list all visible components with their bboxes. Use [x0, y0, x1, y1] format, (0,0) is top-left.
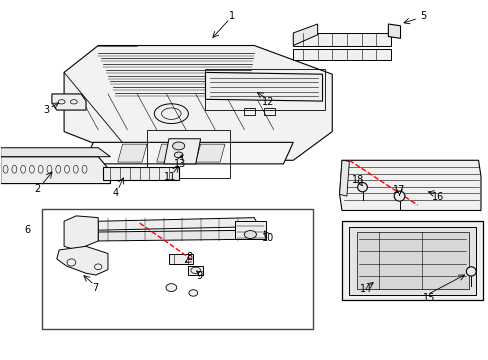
- Polygon shape: [98, 230, 259, 241]
- Polygon shape: [339, 160, 480, 211]
- Polygon shape: [0, 157, 110, 184]
- Polygon shape: [52, 94, 86, 110]
- Text: 15: 15: [422, 293, 434, 303]
- Text: 17: 17: [392, 185, 405, 195]
- Polygon shape: [188, 266, 203, 275]
- Ellipse shape: [172, 142, 184, 150]
- Text: 12: 12: [261, 97, 274, 107]
- Ellipse shape: [174, 152, 183, 158]
- Polygon shape: [205, 72, 322, 101]
- Polygon shape: [168, 253, 193, 264]
- Text: 14: 14: [360, 284, 372, 294]
- Ellipse shape: [393, 191, 404, 201]
- Polygon shape: [348, 226, 475, 295]
- Polygon shape: [57, 246, 108, 275]
- Text: 7: 7: [92, 283, 99, 293]
- Ellipse shape: [466, 267, 475, 276]
- Bar: [147, 130, 229, 178]
- Ellipse shape: [357, 183, 366, 192]
- Text: 4: 4: [112, 188, 118, 198]
- Text: 18: 18: [351, 175, 363, 185]
- Text: 11: 11: [164, 172, 176, 183]
- Polygon shape: [103, 167, 178, 180]
- Polygon shape: [339, 160, 348, 196]
- Polygon shape: [118, 144, 147, 162]
- Polygon shape: [341, 221, 483, 300]
- Polygon shape: [293, 24, 317, 45]
- Text: 5: 5: [420, 11, 426, 21]
- Bar: [205, 69, 325, 110]
- Text: 9: 9: [196, 271, 203, 281]
- Text: 3: 3: [43, 105, 49, 115]
- Ellipse shape: [188, 290, 197, 296]
- Polygon shape: [0, 148, 110, 157]
- Polygon shape: [234, 221, 266, 239]
- Bar: [42, 209, 312, 329]
- Polygon shape: [64, 45, 331, 160]
- Text: 8: 8: [186, 252, 193, 262]
- Text: 13: 13: [173, 159, 185, 169]
- Polygon shape: [293, 33, 390, 45]
- Text: 10: 10: [261, 233, 273, 243]
- Ellipse shape: [165, 284, 176, 292]
- Polygon shape: [98, 218, 259, 230]
- Polygon shape: [356, 232, 468, 289]
- Polygon shape: [195, 144, 224, 162]
- Polygon shape: [387, 24, 400, 39]
- Bar: [244, 108, 255, 116]
- Bar: [264, 108, 274, 116]
- Text: 1: 1: [229, 11, 235, 21]
- Text: 2: 2: [34, 184, 41, 194]
- Polygon shape: [163, 139, 200, 164]
- Text: 16: 16: [431, 192, 444, 202]
- Text: 6: 6: [24, 225, 31, 235]
- Polygon shape: [157, 144, 185, 162]
- Ellipse shape: [244, 230, 256, 238]
- Polygon shape: [83, 142, 293, 164]
- Polygon shape: [293, 49, 390, 60]
- Polygon shape: [64, 216, 98, 250]
